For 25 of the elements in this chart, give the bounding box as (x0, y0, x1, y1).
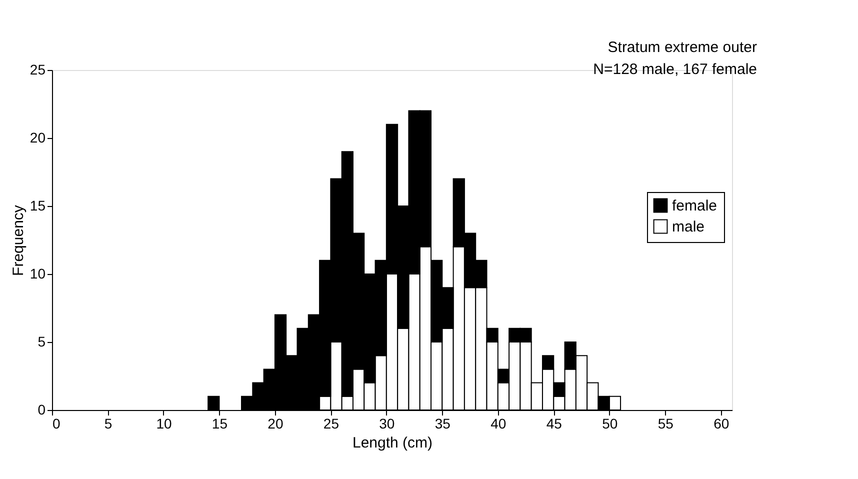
x-axis-title: Length (cm) (352, 434, 433, 452)
y-tick-label: 20 (30, 130, 46, 146)
x-tick-label: 50 (602, 416, 618, 432)
text: Stratum extreme outer (608, 39, 757, 56)
x-tick-label: 60 (714, 416, 730, 432)
y-axis-title: Frequency (10, 204, 27, 276)
y-tick-label: 0 (38, 402, 46, 418)
legend-label: male (672, 218, 705, 236)
x-tick-label: 5 (104, 416, 112, 432)
x-tick-label: 20 (268, 416, 284, 432)
x-tick-label: 40 (490, 416, 506, 432)
y-tick-label: 15 (30, 198, 46, 214)
x-tick-label: 45 (546, 416, 562, 432)
y-tick-label: 5 (38, 334, 46, 350)
x-tick-label: 10 (156, 416, 172, 432)
y-tick-label: 10 (30, 266, 46, 282)
x-tick-label: 0 (52, 416, 60, 432)
y-tick-label: 25 (30, 62, 46, 78)
x-tick-label: 15 (212, 416, 228, 432)
x-tick-label: 35 (434, 416, 451, 432)
annotation: N=128 male, 167 female (593, 61, 757, 78)
legend-label: female (672, 198, 718, 214)
x-tick-label: 55 (658, 416, 674, 432)
x-tick-label: 25 (323, 416, 340, 432)
x-tick-label: 30 (379, 416, 395, 432)
